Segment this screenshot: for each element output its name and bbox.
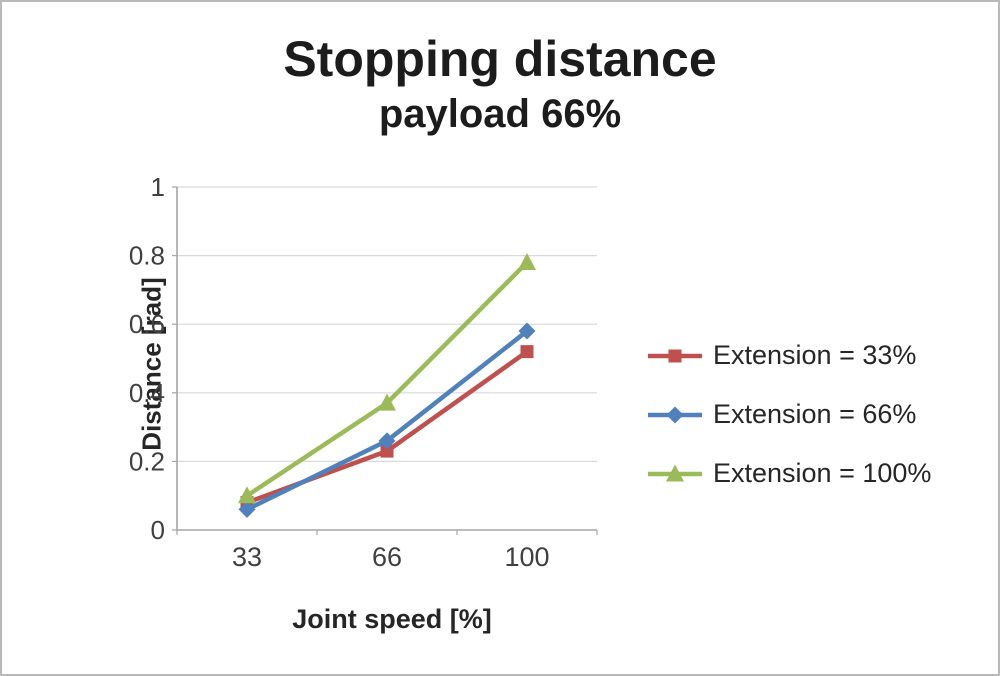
diamond-marker xyxy=(666,406,684,423)
legend: Extension = 33% Extension = 66% Extensio… xyxy=(647,340,931,489)
x-tick-label: 33 xyxy=(232,542,262,572)
diamond-marker xyxy=(238,500,256,518)
legend-swatch-square xyxy=(648,349,702,362)
legend-label: Extension = 66% xyxy=(713,399,917,429)
x-tick-label: 66 xyxy=(372,542,402,572)
triangle-marker xyxy=(238,486,256,504)
chart-title: Stopping distance xyxy=(283,31,717,87)
plot-area: 0 0.2 0.4 0.6 0.8 1 33 66 100 xyxy=(129,172,598,572)
y-tick-label: 0 xyxy=(151,515,165,545)
chart-subtitle: payload 66% xyxy=(378,92,622,136)
y-tick-label: 1 xyxy=(151,172,165,202)
legend-swatch-triangle xyxy=(648,464,702,481)
x-axis-title: Joint speed [%] xyxy=(292,604,492,634)
series-line-1 xyxy=(244,328,530,512)
diamond-marker xyxy=(518,322,536,340)
diamond-marker xyxy=(378,432,396,450)
legend-item: Extension = 33% xyxy=(647,340,931,371)
legend-label: Extension = 100% xyxy=(713,458,932,488)
y-tick-label: 0.4 xyxy=(129,378,165,408)
legend-swatch-diamond xyxy=(648,406,702,423)
y-tick-label: 0.2 xyxy=(129,446,165,476)
legend-item: Extension = 100% xyxy=(647,458,931,489)
x-tick-label: 100 xyxy=(504,542,549,572)
legend-label: Extension = 33% xyxy=(713,340,917,370)
square-marker xyxy=(668,349,682,362)
y-tick-label: 0.8 xyxy=(129,241,165,271)
square-marker xyxy=(380,444,394,458)
triangle-marker xyxy=(666,464,684,481)
series-line-0 xyxy=(244,349,530,505)
legend-item: Extension = 66% xyxy=(647,399,931,430)
triangle-marker xyxy=(518,252,536,270)
square-marker xyxy=(520,345,534,359)
y-tick-label: 0.6 xyxy=(129,309,165,339)
triangle-marker xyxy=(378,393,396,411)
